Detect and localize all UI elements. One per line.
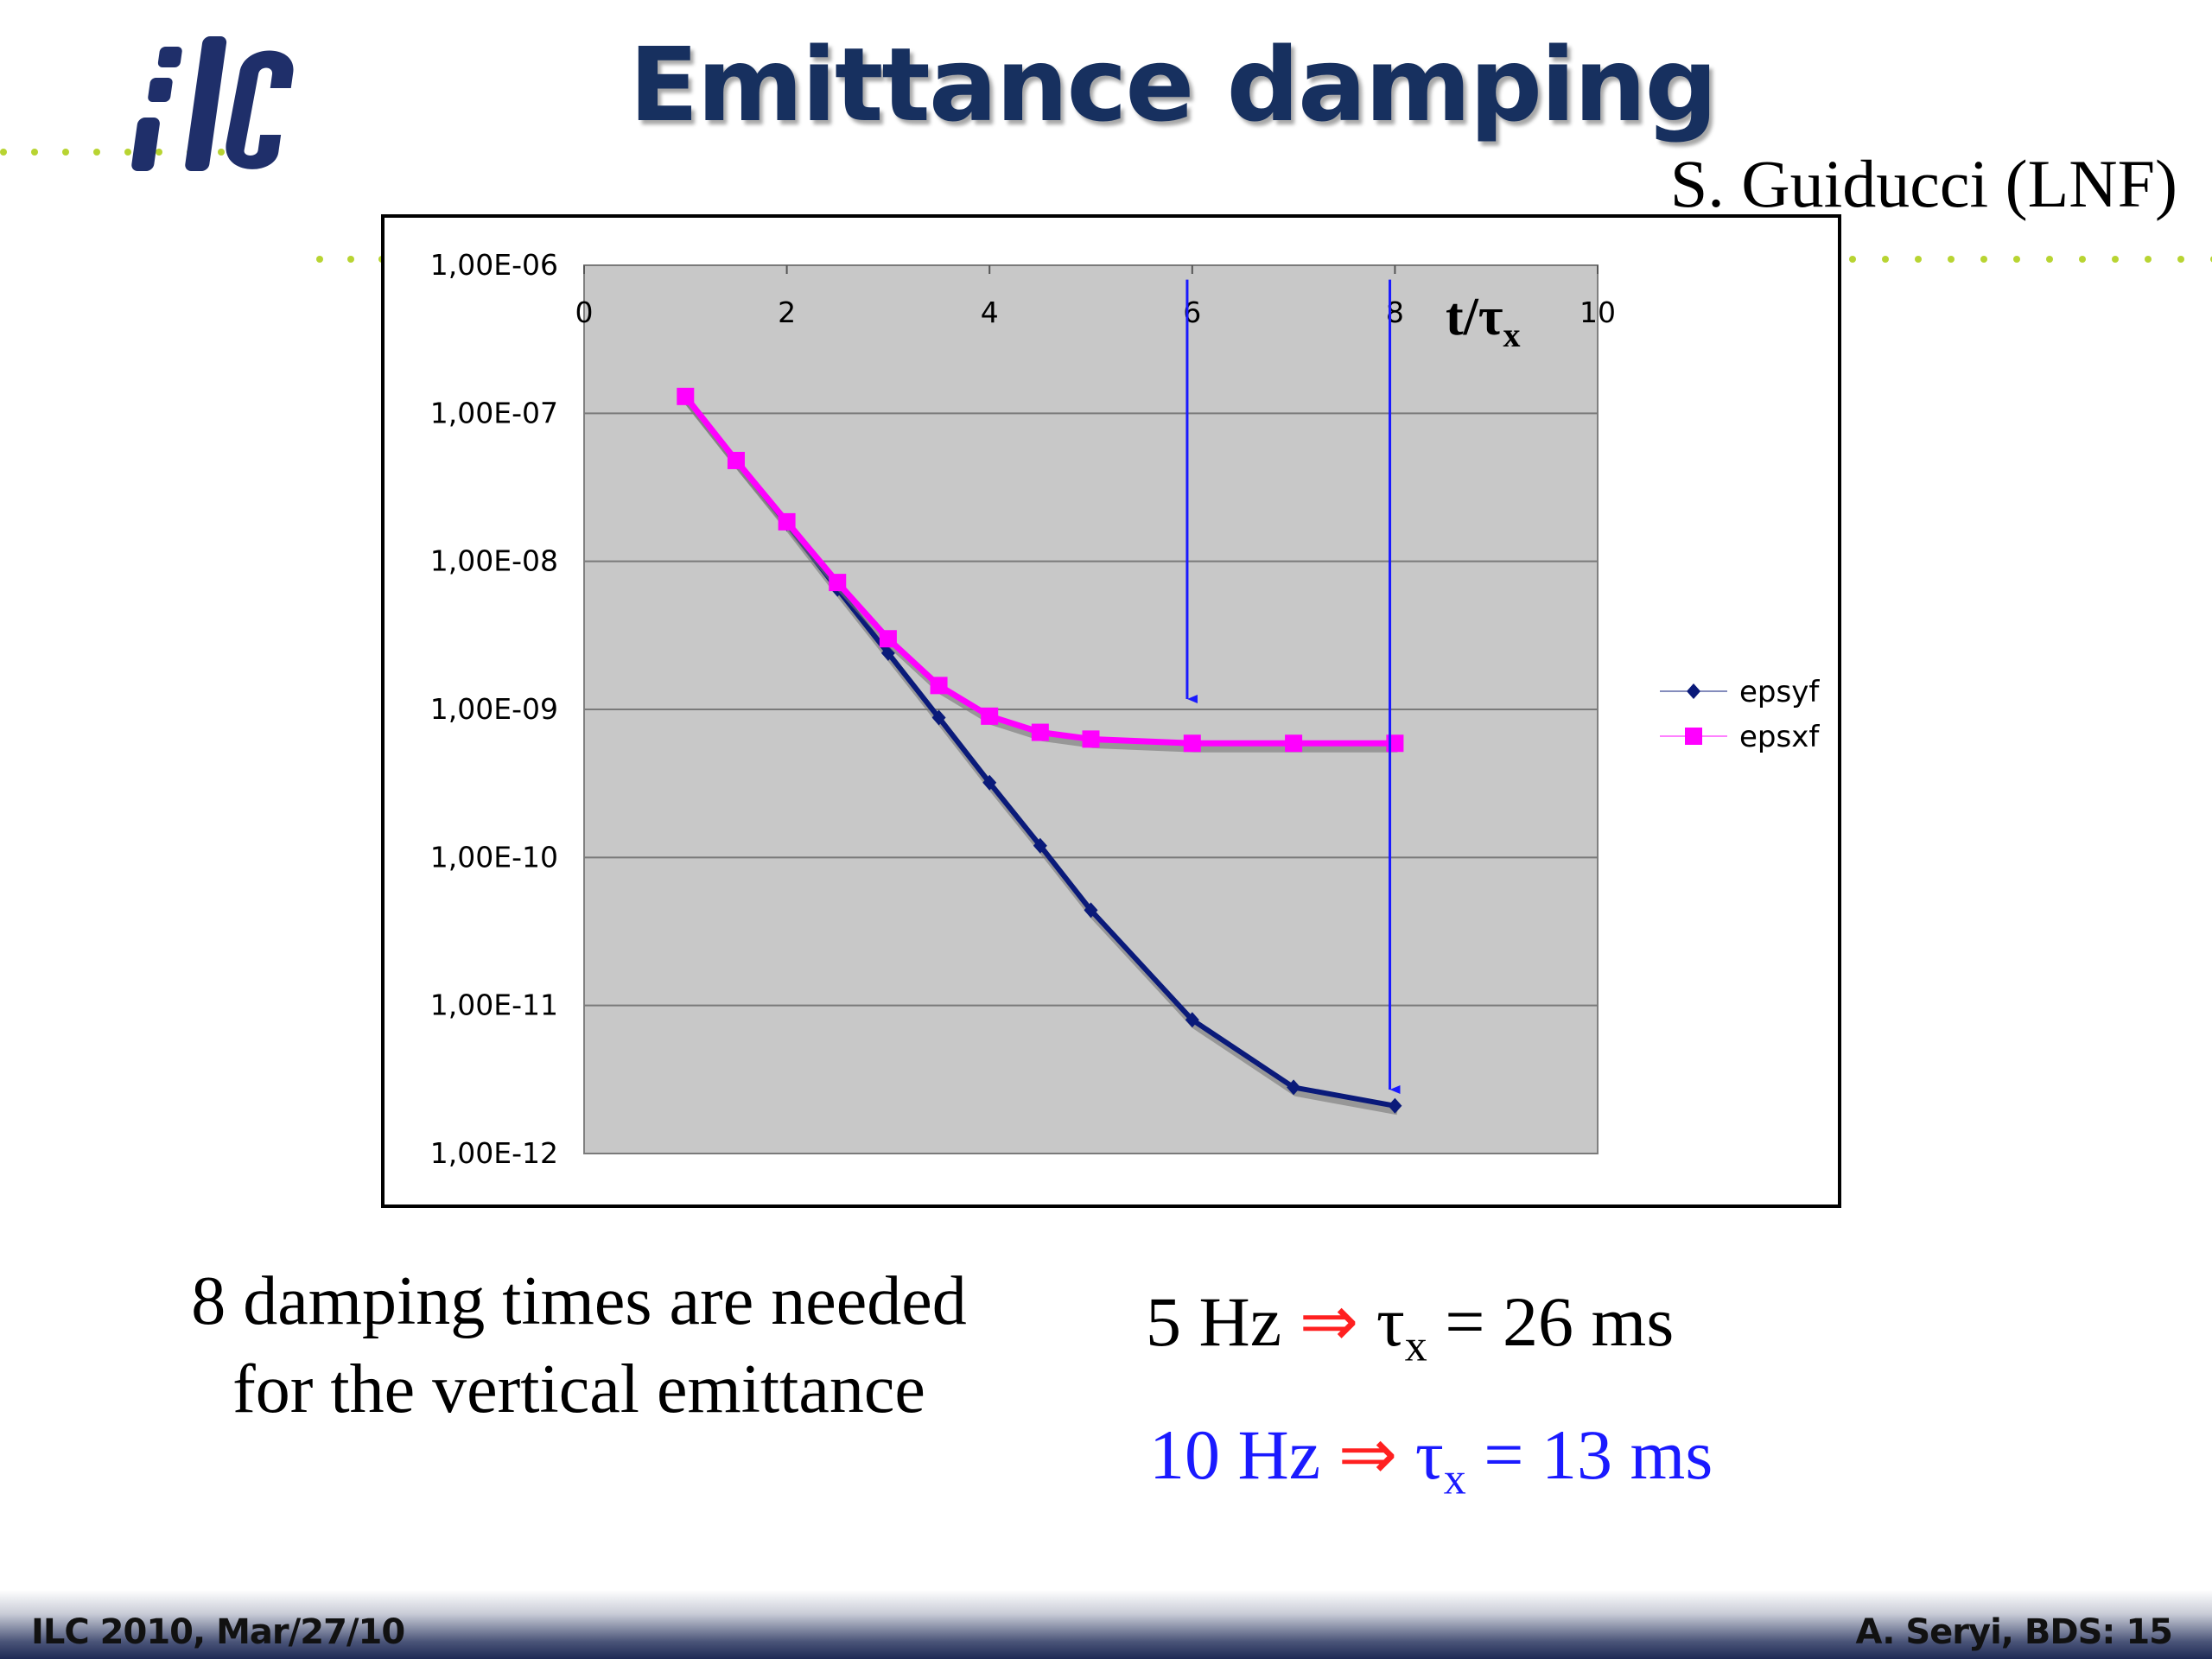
y-tick-label: 1,00E-12 <box>430 1136 558 1170</box>
x-tick-label: 0 <box>575 296 594 329</box>
legend-label-epsyf: epsyf <box>1739 675 1820 709</box>
decorative-dot <box>2145 256 2152 263</box>
data-point-epsxf <box>930 677 948 695</box>
author-credit: S. Guiducci (LNF) <box>1669 146 2177 221</box>
legend-marker-epsxf <box>1685 728 1702 745</box>
x-axis-label: t/τx <box>1446 288 1520 354</box>
decorative-dot <box>2046 256 2053 263</box>
data-point-epsyf <box>1287 1079 1301 1096</box>
legend-label-epsxf: epsxf <box>1739 720 1820 754</box>
y-tick-label: 1,00E-11 <box>430 988 558 1022</box>
y-tick-label: 1,00E-08 <box>430 544 558 578</box>
data-point-epsxf <box>1285 734 1303 753</box>
formula-frequency: 5 Hz <box>1146 1282 1282 1361</box>
legend-marker-epsyf <box>1687 683 1700 699</box>
y-tick-label: 1,00E-09 <box>430 692 558 726</box>
data-point-epsxf <box>727 451 745 469</box>
data-point-epsyf <box>1388 1097 1402 1114</box>
y-tick-label: 1,00E-10 <box>430 840 558 874</box>
decorative-dot <box>2177 256 2184 263</box>
data-point-epsyf <box>1033 837 1047 854</box>
x-axis-label-main: t/τ <box>1446 288 1503 346</box>
decorative-dot <box>218 149 225 156</box>
decorative-dot <box>1849 256 1856 263</box>
implies-arrow: ⇒ <box>1299 1282 1359 1361</box>
slide-title: Emittance damping <box>629 25 1718 144</box>
y-tick-label: 1,00E-06 <box>430 248 558 282</box>
series-line-epsxf <box>683 394 1395 747</box>
footer-event: ILC 2010, Mar/27/10 <box>31 1612 405 1652</box>
decorative-dot <box>1915 256 1922 263</box>
formula-rhs: = 26 ms <box>1427 1282 1675 1361</box>
decorative-dot <box>1882 256 1889 263</box>
formula-tau: τ <box>1376 1282 1405 1361</box>
x-tick-label: 4 <box>981 296 999 329</box>
data-point-epsyf <box>1084 902 1098 918</box>
data-point-epsxf <box>1082 730 1100 748</box>
formula-tau-sub: x <box>1404 1321 1427 1371</box>
decorative-dot <box>316 256 323 263</box>
x-tick-label: 10 <box>1580 296 1616 329</box>
ilc-logo <box>131 36 294 171</box>
decorative-dot <box>2079 256 2086 263</box>
footer-page-info: A. Seryi, BDS: 15 <box>1855 1612 2173 1652</box>
data-point-epsxf <box>1183 734 1201 753</box>
implies-arrow: ⇒ <box>1338 1415 1398 1494</box>
decorative-dot <box>2013 256 2020 263</box>
decorative-dot <box>156 149 162 156</box>
formula-5hz: 5 Hz ⇒ τx = 26 ms <box>1146 1279 1675 1369</box>
data-point-epsxf <box>879 630 897 648</box>
decorative-dot <box>2112 256 2119 263</box>
decorative-dot <box>93 149 100 156</box>
emittance-chart: 1,00E-06 1,00E-07 1,00E-08 1,00E-09 1,00E-10… <box>430 248 1821 1170</box>
decorative-dot <box>1980 256 1987 263</box>
decorative-dot <box>347 256 354 263</box>
decorative-dot <box>62 149 69 156</box>
caption-text: 8 damping times are needed for the verti… <box>191 1263 967 1427</box>
decorative-dot <box>0 149 7 156</box>
data-point-epsxf <box>829 574 847 592</box>
decorative-dot <box>124 149 131 156</box>
data-point-epsyf <box>1185 1012 1199 1028</box>
x-axis-label-sub: x <box>1503 315 1520 354</box>
data-point-epsyf <box>931 709 946 726</box>
y-tick-label: 1,00E-07 <box>430 396 558 429</box>
formula-tau-sub: x <box>1443 1454 1466 1504</box>
data-point-epsxf <box>677 387 695 405</box>
footer-bar: ILC 2010, Mar/27/10 A. Seryi, BDS: 15 <box>0 1590 2212 1659</box>
formula-frequency: 10 Hz <box>1149 1415 1321 1494</box>
decorative-dot <box>2210 256 2212 263</box>
data-point-epsxf <box>778 512 796 531</box>
data-point-epsxf <box>981 707 999 725</box>
formula-10hz: 10 Hz ⇒ τx = 13 ms <box>1149 1412 1713 1502</box>
decorative-dot <box>1948 256 1955 263</box>
formula-rhs: = 13 ms <box>1465 1415 1713 1494</box>
decorative-dot <box>31 149 38 156</box>
chart-frame: 1,00E-06 1,00E-07 1,00E-08 1,00E-09 1,00E-10… <box>381 214 1841 1208</box>
x-tick-label: 2 <box>778 296 796 329</box>
data-point-epsxf <box>1031 723 1049 741</box>
data-point-epsyf <box>982 774 997 791</box>
formula-tau: τ <box>1414 1415 1444 1494</box>
